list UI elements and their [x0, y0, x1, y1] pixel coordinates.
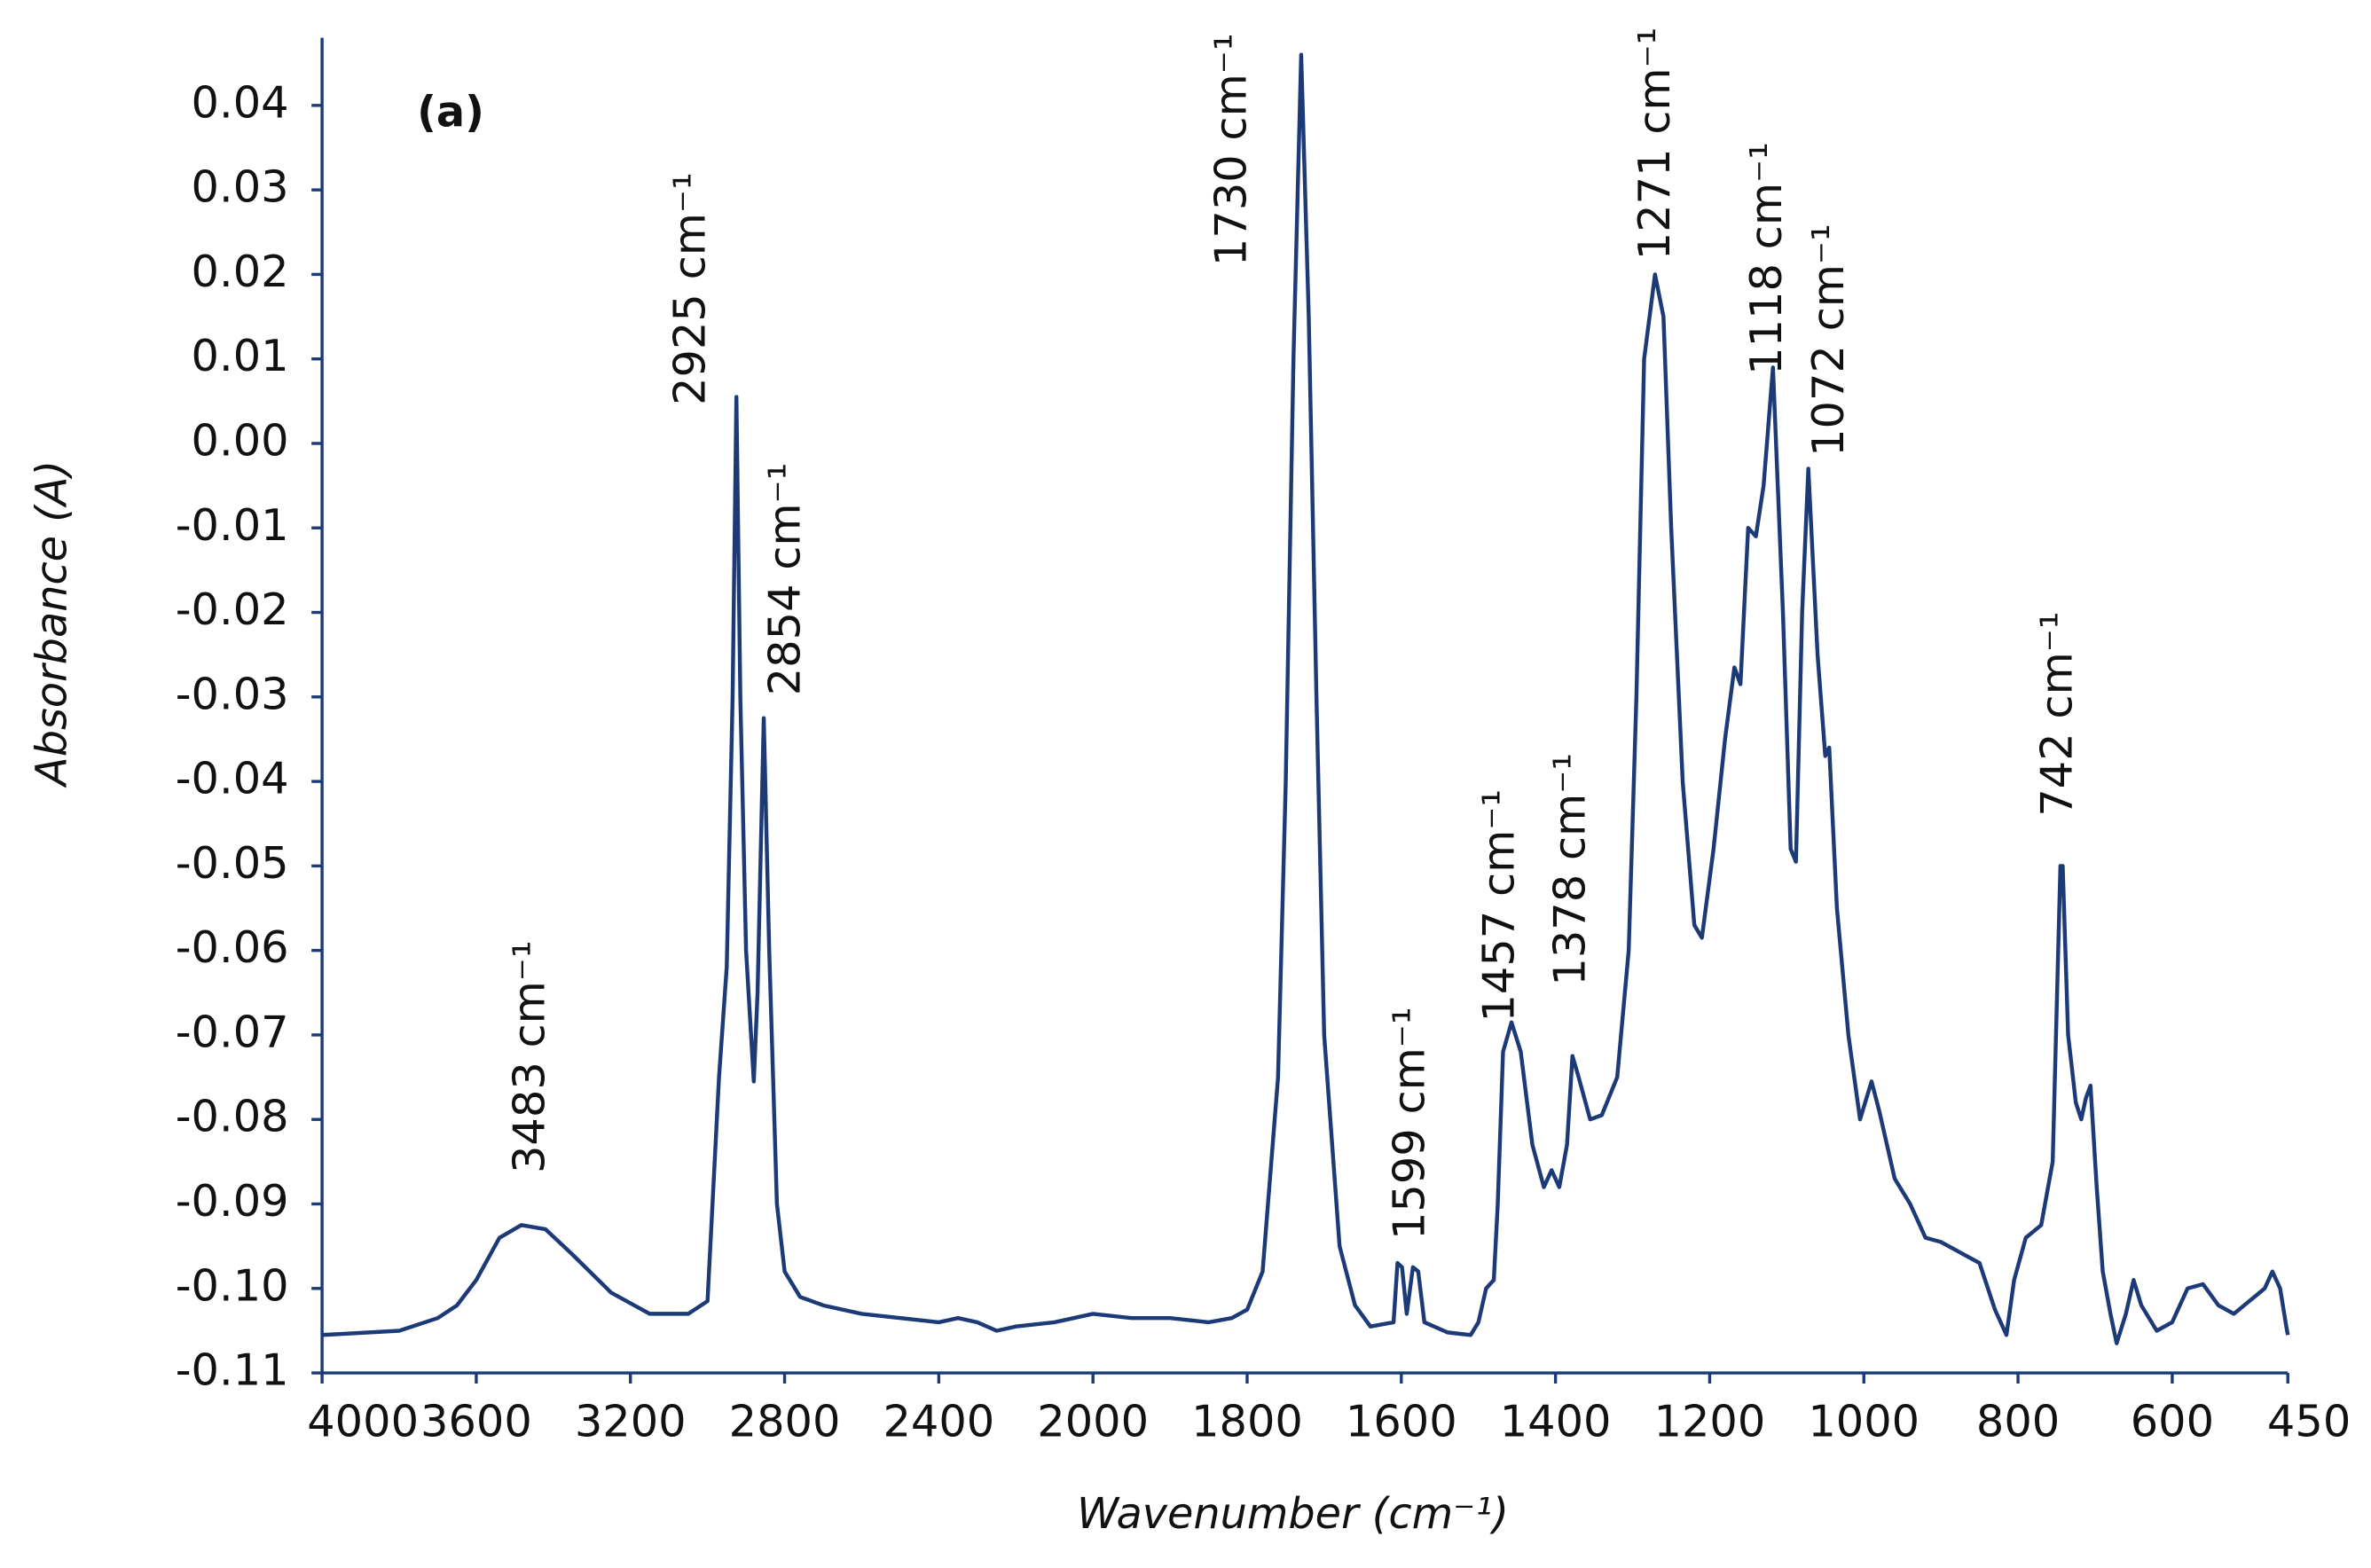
y-tick-label: 0.01: [192, 330, 289, 381]
peak-annotation: 1457 cm⁻¹: [1472, 789, 1524, 1023]
y-axis-title: Absorbance (A): [27, 460, 76, 788]
y-tick-label: -0.11: [176, 1345, 289, 1396]
y-tick-label: -0.04: [176, 753, 289, 804]
peak-annotation: 1599 cm⁻¹: [1384, 1007, 1435, 1240]
y-tick-label: -0.01: [176, 499, 289, 551]
x-axis-title: Wavenumber (cm⁻¹): [1077, 1490, 1509, 1539]
x-tick-label: 450: [2267, 1396, 2351, 1447]
x-tick-label: 3600: [420, 1396, 532, 1447]
y-tick-label: -0.05: [176, 837, 289, 889]
y-tick-label: -0.10: [176, 1259, 289, 1311]
peak-annotation: 3483 cm⁻¹: [504, 940, 555, 1173]
y-tick-label: 0.02: [192, 246, 289, 297]
x-tick-label: 2400: [883, 1396, 994, 1447]
x-tick-label: 1400: [1500, 1396, 1612, 1447]
y-tick-label: 0.00: [192, 414, 289, 466]
x-tick-label: 600: [2131, 1396, 2214, 1447]
y-tick-label: -0.06: [176, 921, 289, 973]
x-tick-label: 2000: [1037, 1396, 1149, 1447]
x-tick-label: 1000: [1808, 1396, 1920, 1447]
peak-annotation: 2854 cm⁻¹: [759, 463, 811, 696]
peak-annotation: 1730 cm⁻¹: [1205, 33, 1257, 266]
spectrum-line: [321, 52, 2290, 1345]
y-tick-label: 0.03: [192, 161, 289, 213]
peak-annotation: 1378 cm⁻¹: [1543, 753, 1595, 986]
y-tick-label: -0.02: [176, 584, 289, 635]
x-tick-label: 1800: [1191, 1396, 1303, 1447]
x-tick-label: 1600: [1346, 1396, 1457, 1447]
y-tick-label: -0.07: [176, 1006, 289, 1057]
peak-annotation: 742 cm⁻¹: [2030, 611, 2082, 816]
y-tick-label: -0.08: [176, 1091, 289, 1142]
peak-annotation: 1271 cm⁻¹: [1629, 27, 1680, 261]
x-tick-label: 800: [1976, 1396, 2060, 1447]
x-tick-label: 2800: [729, 1396, 841, 1447]
y-tick-label: -0.03: [176, 668, 289, 719]
peak-annotation: 2925 cm⁻¹: [663, 172, 715, 405]
x-tick-label: 3200: [575, 1396, 687, 1447]
peak-annotation: 1118 cm⁻¹: [1740, 142, 1792, 375]
x-tick-label: 4000: [307, 1396, 419, 1447]
panel-label: (a): [417, 89, 484, 137]
y-tick-label: 0.04: [192, 76, 289, 128]
x-tick-label: 1200: [1654, 1396, 1766, 1447]
peak-annotation: 1072 cm⁻¹: [1802, 223, 1854, 457]
y-tick-label: -0.09: [176, 1175, 289, 1227]
